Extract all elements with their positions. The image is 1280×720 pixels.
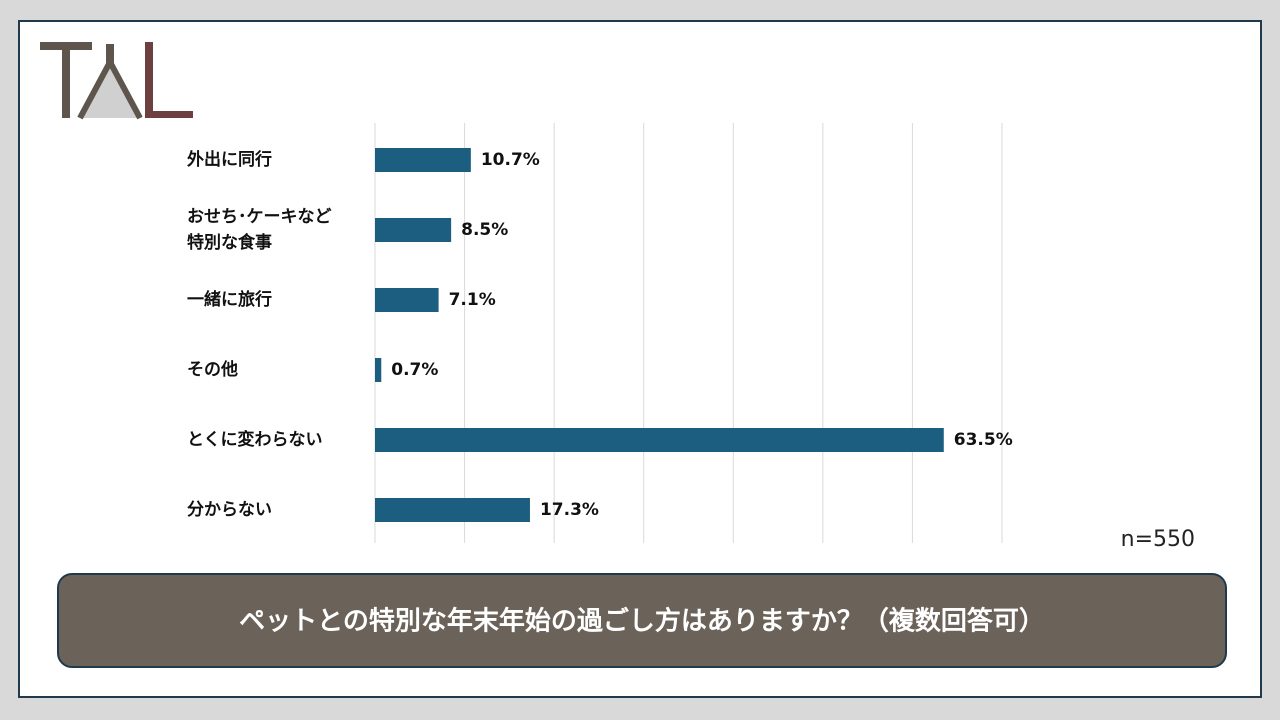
category-label: おせち･ケーキなど 特別な食事 — [187, 207, 332, 253]
bar — [375, 288, 439, 312]
category-label: その他 — [187, 360, 238, 380]
value-label: 17.3% — [540, 500, 599, 520]
value-label: 7.1% — [449, 290, 496, 310]
title-box — [57, 573, 1227, 668]
bar — [375, 148, 471, 172]
value-label: 10.7% — [481, 150, 540, 170]
logo — [40, 42, 193, 120]
category-label: 一緒に旅行 — [187, 290, 272, 310]
category-label: 外出に同行 — [187, 150, 272, 170]
value-label: 63.5% — [954, 430, 1013, 450]
bar — [375, 428, 944, 452]
category-label: 分からない — [187, 500, 272, 520]
bar — [375, 498, 530, 522]
category-label: とくに変わらない — [187, 430, 323, 450]
bar — [375, 218, 452, 242]
bar — [375, 358, 382, 382]
chart-title: ペットとの特別な年末年始の過ごし方はありますか？（複数回答可） — [239, 606, 1045, 637]
sample-size: n=550 — [1121, 527, 1195, 552]
value-label: 0.7% — [391, 360, 438, 380]
value-label: 8.5% — [461, 220, 508, 240]
